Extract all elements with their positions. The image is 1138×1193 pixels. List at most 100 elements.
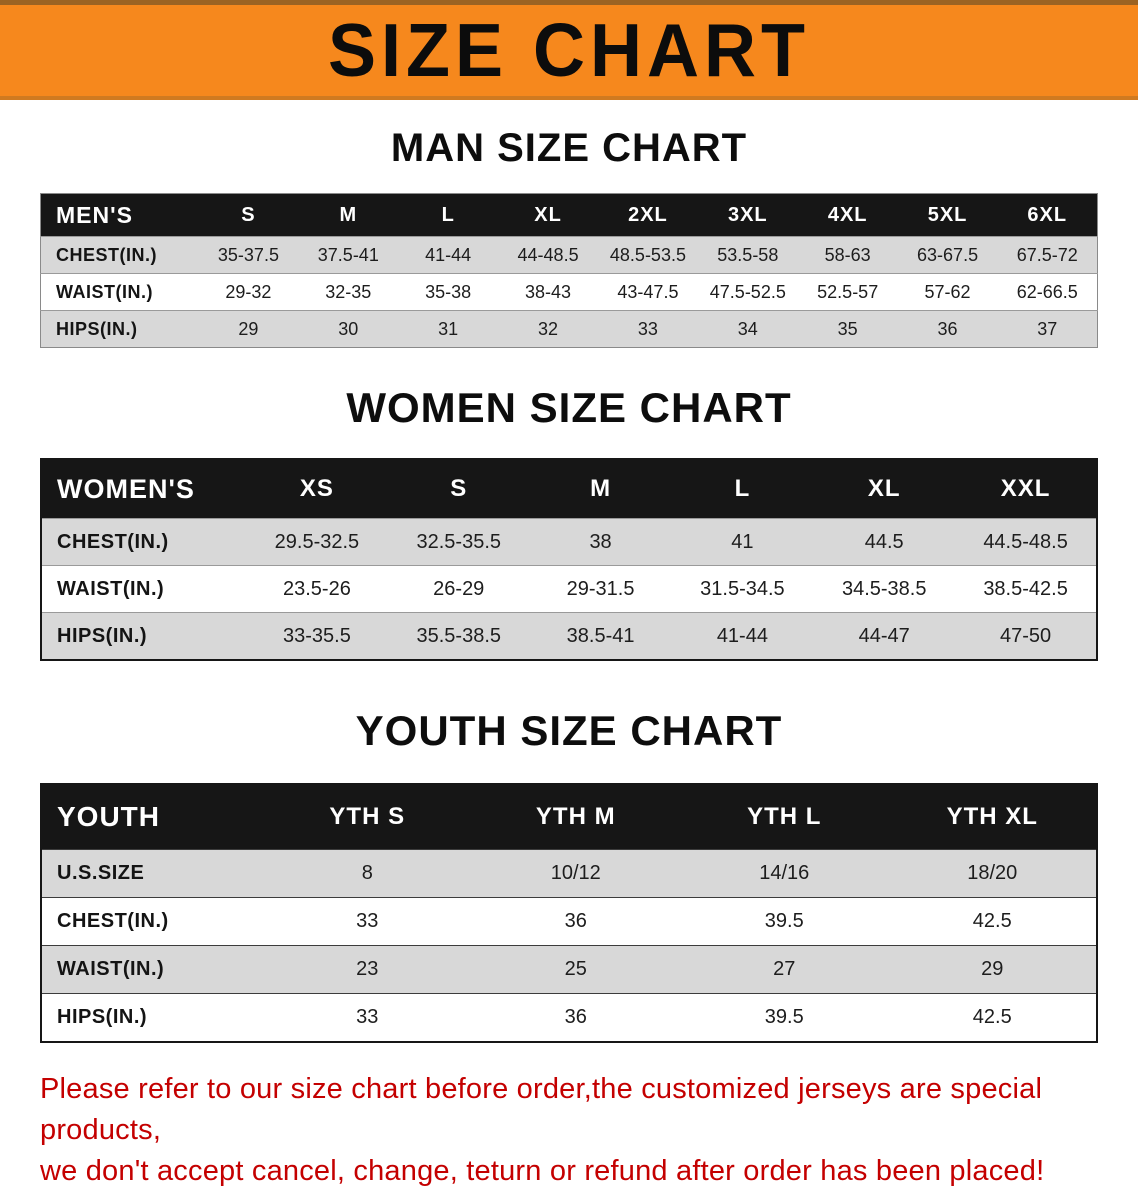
measure-row-label: HIPS(IN.) [57, 624, 148, 647]
size-value-cell: 34.5-38.5 [841, 577, 927, 600]
measure-row-label: WAIST(IN.) [57, 958, 165, 980]
size-column-header: 3XL [697, 193, 798, 237]
measure-row-label: CHEST(IN.) [57, 530, 169, 553]
size-value-cell: 32-35 [325, 281, 372, 302]
measure-row: WAIST(IN.) 29-32 32-35 35-38 38-43 43-47.5 47.… [40, 273, 1098, 311]
size-value-cell: 44.5-48.5 [983, 530, 1068, 553]
page-title: SIZE CHART [328, 8, 810, 93]
measure-row: WAIST(IN.) 23 25 27 29 [41, 945, 1097, 994]
size-value-cell: 29.5-32.5 [274, 530, 360, 553]
size-column-header: 2XL [598, 193, 698, 237]
size-value-cell: 34 [737, 318, 758, 339]
size-value-cell: 63-67.5 [917, 244, 979, 265]
size-value-cell: 41-44 [716, 624, 768, 647]
size-value-cell: 42.5 [972, 910, 1012, 932]
size-value-cell: 29-31.5 [566, 577, 635, 600]
size-value-cell: 52.5-57 [817, 281, 879, 302]
size-column-header: 4XL [797, 193, 898, 237]
size-value-cell: 18/20 [967, 862, 1018, 884]
size-value-cell: 29 [238, 318, 259, 339]
size-value-cell: 47.5-52.5 [709, 281, 786, 302]
size-column-header: L [398, 193, 499, 237]
size-value-cell: 30 [338, 318, 359, 339]
women-section-heading: WOMEN SIZE CHART [346, 384, 792, 431]
size-column-header: XL [498, 193, 598, 237]
size-column-header: 5XL [897, 193, 998, 237]
measure-row-label: HIPS(IN.) [56, 318, 138, 339]
size-column-header: M [298, 193, 399, 237]
youth-section-heading: YOUTH SIZE CHART [355, 707, 783, 754]
size-value-cell: 35 [837, 318, 858, 339]
size-value-cell: 67.5-72 [1016, 244, 1078, 265]
table-corner-label: WOMEN'S [41, 459, 246, 519]
size-value-cell: 26-29 [433, 577, 485, 600]
size-column-header: XXL [955, 459, 1097, 519]
size-value-cell: 33 [356, 1006, 379, 1028]
size-value-cell: 38.5-42.5 [983, 577, 1068, 600]
youth-size-table: YOUTH YTH S YTH M YTH L YTH XL U.S.SIZE 8 10/12… [40, 783, 1098, 1043]
size-value-cell: 25 [564, 958, 587, 980]
size-column-header: YTH XL [888, 784, 1097, 850]
men-section-heading: MAN SIZE CHART [390, 126, 748, 170]
size-value-cell: 33-35.5 [282, 624, 351, 647]
size-value-cell: 35.5-38.5 [416, 624, 501, 647]
size-value-cell: 29-32 [225, 281, 272, 302]
measure-row: U.S.SIZE 8 10/12 14/16 18/20 [41, 849, 1097, 898]
size-value-cell: 43-47.5 [617, 281, 679, 302]
size-value-cell: 41 [731, 530, 754, 553]
size-value-cell: 31.5-34.5 [700, 577, 785, 600]
size-value-cell: 37.5-41 [317, 244, 379, 265]
table-header-row: WOMEN'S XS S M L XL XXL [41, 459, 1097, 519]
section-men: MAN SIZE CHART MEN'S S M L XL 2XL 3XL 4XL 5XL 6XL… [0, 126, 1138, 348]
size-value-cell: 39.5 [764, 1006, 804, 1028]
measure-row-label: WAIST(IN.) [56, 281, 153, 302]
size-column-header: S [198, 193, 299, 237]
size-value-cell: 44-47 [858, 624, 910, 647]
measure-row: CHEST(IN.) 35-37.5 37.5-41 41-44 44-48.5 48.5… [40, 236, 1098, 274]
size-value-cell: 32 [538, 318, 559, 339]
notice-line-2: we don't accept cancel, change, teturn o… [40, 1155, 1045, 1188]
measure-row: HIPS(IN.) 29 30 31 32 33 34 35 36 37 [40, 310, 1098, 348]
size-value-cell: 58-63 [824, 244, 871, 265]
size-column-header: S [387, 459, 530, 519]
size-value-cell: 47-50 [999, 624, 1052, 647]
size-value-cell: 38-43 [525, 281, 572, 302]
size-value-cell: 44.5 [864, 530, 904, 553]
size-column-header: XL [813, 459, 956, 519]
size-value-cell: 36 [564, 910, 587, 932]
size-value-cell: 39.5 [764, 910, 804, 932]
size-value-cell: 41-44 [425, 244, 472, 265]
table-header-row: YOUTH YTH S YTH M YTH L YTH XL [41, 784, 1097, 850]
size-value-cell: 29 [981, 958, 1004, 980]
measure-row-label: CHEST(IN.) [57, 910, 169, 932]
women-size-table: WOMEN'S XS S M L XL XXL CHEST(IN.) 29.5-32.5 32.5… [40, 458, 1098, 661]
size-value-cell: 42.5 [972, 1006, 1012, 1028]
size-value-cell: 36 [937, 318, 958, 339]
size-value-cell: 57-62 [924, 281, 971, 302]
size-column-header: 6XL [997, 193, 1098, 237]
size-value-cell: 33 [637, 318, 658, 339]
size-column-header: YTH S [263, 784, 472, 850]
size-value-cell: 23 [356, 958, 379, 980]
table-corner-label: YOUTH [41, 784, 263, 850]
measure-row: HIPS(IN.) 33-35.5 35.5-38.5 38.5-41 41-44 44-… [41, 612, 1097, 660]
size-value-cell: 37 [1037, 318, 1058, 339]
size-value-cell: 32.5-35.5 [416, 530, 501, 553]
size-value-cell: 38 [589, 530, 612, 553]
size-value-cell: 36 [564, 1006, 587, 1028]
size-value-cell: 33 [356, 910, 379, 932]
table-header-row: MEN'S S M L XL 2XL 3XL 4XL 5XL 6XL [40, 193, 1098, 237]
size-value-cell: 8 [361, 862, 373, 884]
size-value-cell: 53.5-58 [717, 244, 779, 265]
measure-row-label: HIPS(IN.) [57, 1006, 148, 1028]
men-size-table: MEN'S S M L XL 2XL 3XL 4XL 5XL 6XL CHEST(IN.) 35-37… [40, 193, 1098, 348]
measure-row: HIPS(IN.) 33 36 39.5 42.5 [41, 993, 1097, 1042]
size-value-cell: 35-38 [425, 281, 472, 302]
size-column-header: YTH L [680, 784, 889, 850]
section-women: WOMEN SIZE CHART WOMEN'S XS S M L XL XXL CHEST(… [0, 384, 1138, 661]
size-value-cell: 44-48.5 [517, 244, 579, 265]
size-value-cell: 48.5-53.5 [609, 244, 686, 265]
size-value-cell: 31 [438, 318, 459, 339]
measure-row-label: U.S.SIZE [57, 862, 145, 884]
